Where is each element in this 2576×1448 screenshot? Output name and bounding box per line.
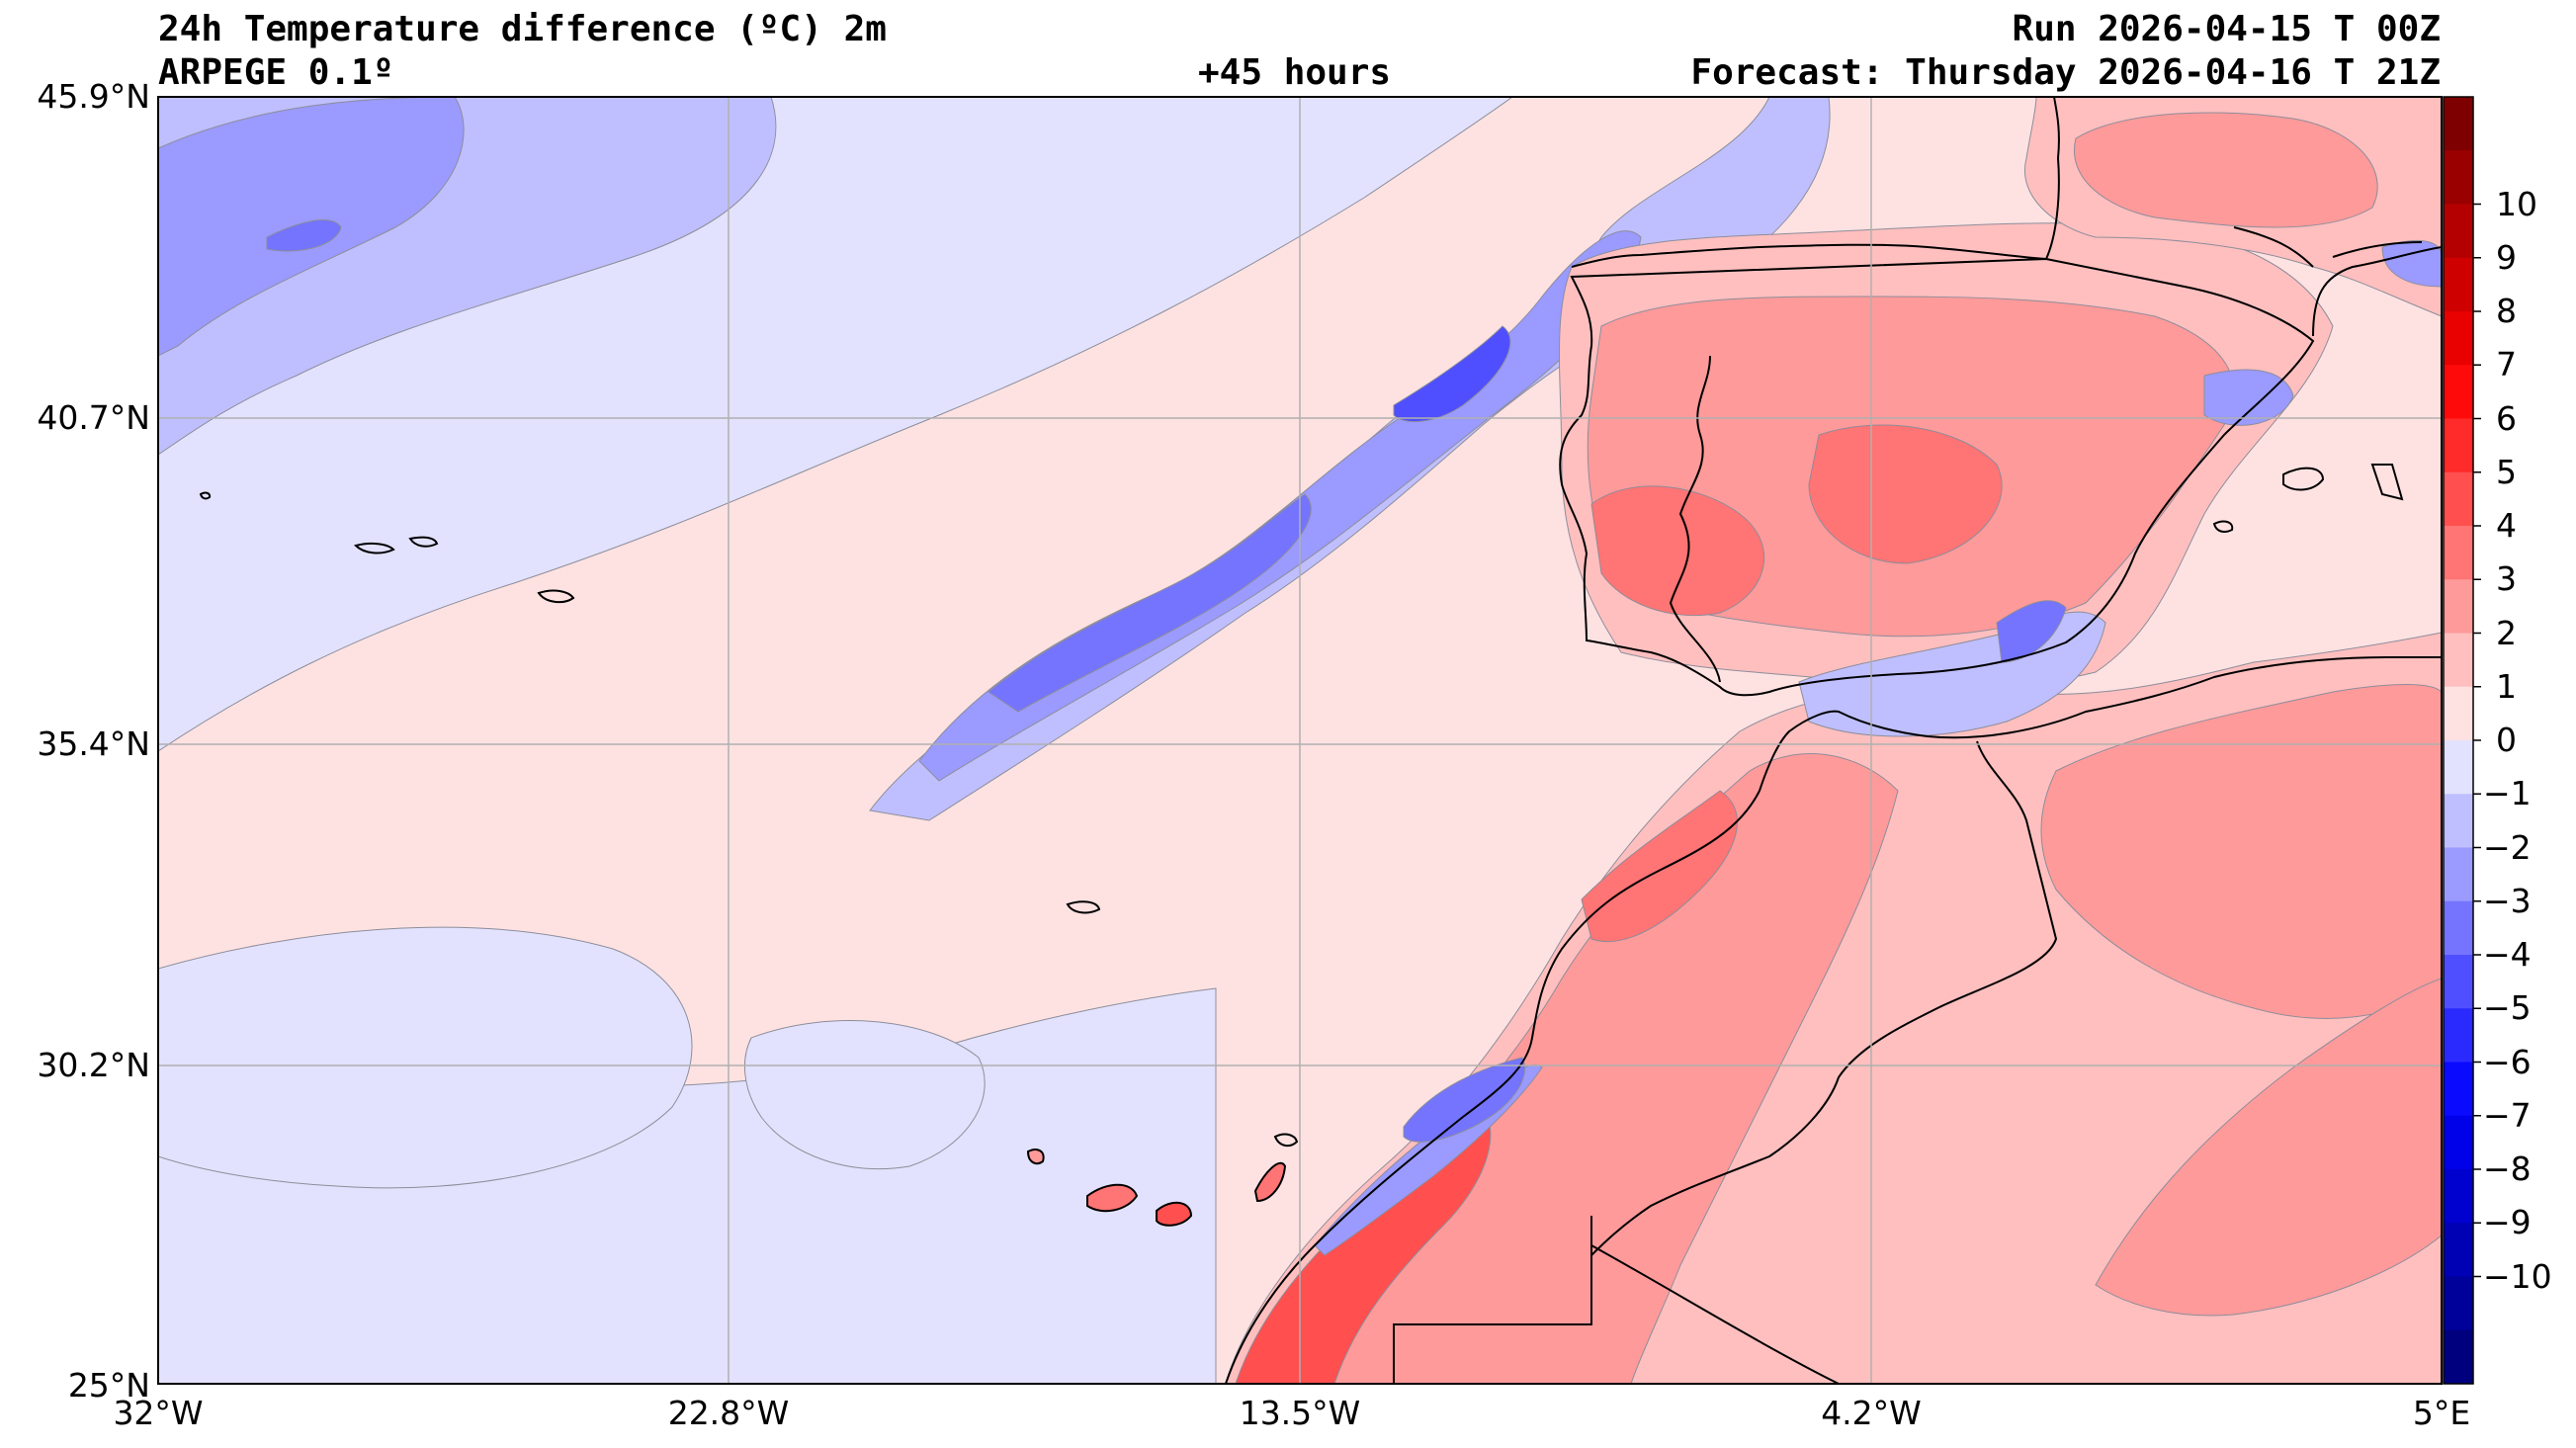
colorbar-swatch: [2444, 257, 2473, 312]
colorbar-swatch: [2444, 900, 2473, 956]
colorbar-tick-label: 1: [2496, 666, 2517, 706]
lat-label-30.2N: 30.2°N: [37, 1046, 150, 1084]
field-cold-gulf-of-lion: [2381, 239, 2442, 288]
colorbar-tick-label: 5: [2496, 452, 2517, 491]
coastline-france: [2233, 226, 2442, 337]
field-ocean-patch: [158, 926, 693, 1189]
field-cold-balearic: [2203, 369, 2294, 426]
lead-time-label: +45 hours: [1198, 52, 1392, 93]
lon-label-22.8W: 22.8°W: [667, 1394, 790, 1432]
field-warm-france-strong: [2074, 112, 2378, 228]
lat-label-35.4N: 35.4°N: [37, 724, 150, 763]
colorbar-tick-label: 2: [2496, 613, 2517, 652]
lon-label-4.2W: 4.2°W: [1821, 1394, 1922, 1432]
colorbar-tick-label: −8: [2483, 1150, 2532, 1188]
lon-label-13.5W: 13.5°W: [1239, 1394, 1361, 1432]
colorbar-swatch: [2444, 150, 2473, 205]
coastline-balearic: [2212, 467, 2325, 533]
colorbar-tick-label: 4: [2496, 506, 2517, 545]
map-gridlines: [158, 97, 2442, 1384]
colorbar-tick-label: 3: [2496, 559, 2517, 599]
lat-label-45.9N: 45.9°N: [37, 77, 150, 116]
colorbar-tick-label: 6: [2496, 398, 2517, 438]
field-cold-band-core-north: [1393, 325, 1511, 423]
colorbar-swatch: [2444, 1062, 2473, 1117]
colorbar-tick-label: −3: [2483, 881, 2532, 920]
coastline-iberia: [1559, 97, 2315, 697]
field-warm-morocco-strong-north: [1581, 790, 1738, 943]
colorbar-swatch: [2444, 365, 2473, 419]
coastline-corsica: [2370, 464, 2404, 501]
field-warm-iberia-strong-center: [1808, 424, 2003, 564]
colorbar-swatch: [2444, 1115, 2473, 1170]
colorbar-tick-label: 8: [2496, 292, 2517, 330]
colorbar-tick-label: 10: [2496, 184, 2537, 223]
colorbar-swatch: [2444, 1329, 2473, 1385]
colorbar-swatch: [2444, 204, 2473, 259]
coastline-canary-islands: [1026, 1133, 1299, 1227]
border-morocco-algeria: [1590, 740, 2058, 1256]
colorbar-swatch: [2444, 1276, 2473, 1331]
lat-label-40.7N: 40.7°N: [37, 398, 150, 437]
colorbar-tick-label: −4: [2483, 935, 2532, 974]
coastline-portugal-border: [1669, 355, 1721, 683]
colorbar-tick-label: 0: [2496, 721, 2517, 759]
colorbar-swatch: [2444, 1008, 2473, 1063]
coastline-north-africa: [1225, 656, 2442, 1384]
field-cold-anomaly-northwest-spot: [266, 219, 342, 252]
colorbar-swatch: [2444, 97, 2473, 151]
lat-label-25N: 25°N: [67, 1366, 150, 1405]
colorbar-swatch: [2444, 1169, 2473, 1224]
map-title: 24h Temperature difference (ºC) 2m: [158, 9, 887, 49]
colorbar-tick-label: −2: [2483, 827, 2532, 867]
lon-label-5E: 5°E: [2412, 1394, 2471, 1432]
colorbar-swatch: [2444, 633, 2473, 688]
colorbar-swatch: [2444, 1223, 2473, 1277]
field-warm-iberia-strong: [1590, 485, 1765, 617]
map-frame: [157, 96, 2443, 1385]
run-label: Run 2026-04-15 T 00Z: [2012, 9, 2441, 49]
colorbar-tick-label: −10: [2483, 1256, 2552, 1296]
field-warm-algeria-medium: [2040, 684, 2442, 1019]
colorbar-swatch: [2444, 311, 2473, 366]
colorbar-swatch: [2444, 740, 2473, 795]
field-ocean-patch: [743, 1020, 986, 1169]
field-cold-alboran-sea-core: [1996, 600, 2067, 663]
colorbar-swatch: [2444, 686, 2473, 741]
colorbar-swatch: [2444, 418, 2473, 473]
colorbar-tick-label: 9: [2496, 237, 2517, 277]
colorbar-tick-label: −1: [2483, 774, 2532, 813]
colorbar-swatch: [2444, 955, 2473, 1009]
model-label: ARPEGE 0.1º: [158, 52, 394, 93]
colorbar-swatch: [2444, 847, 2473, 902]
colorbar-tick-label: 7: [2496, 345, 2517, 384]
colorbar-tick-label: −5: [2483, 988, 2532, 1028]
colorbar-tick-label: −9: [2483, 1203, 2532, 1242]
colorbar-swatch: [2444, 526, 2473, 580]
colorbar-swatch: [2444, 579, 2473, 634]
colorbar-tick-label: −7: [2483, 1095, 2532, 1135]
border-western-sahara: [1393, 1216, 1840, 1384]
coastline-azores: [199, 491, 575, 604]
coastline-madeira: [1066, 900, 1101, 914]
colorbar: [2443, 96, 2481, 1385]
colorbar-tick-label: −6: [2483, 1042, 2532, 1081]
lon-label-32W: 32°W: [113, 1394, 204, 1432]
field-cold-band-core: [987, 493, 1312, 713]
colorbar-swatch: [2444, 794, 2473, 848]
forecast-label: Forecast: Thursday 2026-04-16 T 21Z: [1690, 52, 2441, 93]
colorbar-swatch: [2444, 471, 2473, 527]
